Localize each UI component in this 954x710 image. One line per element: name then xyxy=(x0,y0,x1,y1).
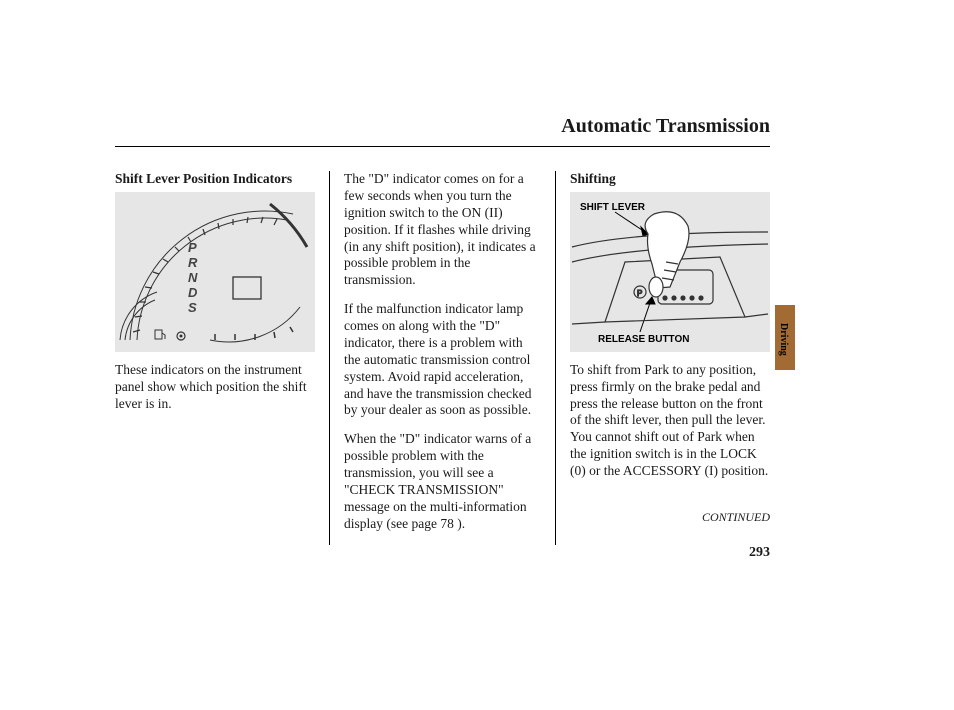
gauge-letter-n: N xyxy=(188,270,198,285)
columns: Shift Lever Position Indicators xyxy=(115,171,770,545)
col2-p1: The "D" indicator comes on for a few sec… xyxy=(344,171,541,289)
gauge-figure: P R N D S xyxy=(115,192,315,352)
col1-caption: These indicators on the instrument panel… xyxy=(115,362,315,413)
column-1: Shift Lever Position Indicators xyxy=(115,171,330,545)
page-title: Automatic Transmission xyxy=(115,115,770,147)
shifter-figure: SHIFT LEVER RELEASE BUTTON xyxy=(570,192,770,352)
col3-p1: To shift from Park to any position, pres… xyxy=(570,362,770,480)
gauge-letter-s: S xyxy=(188,300,197,315)
page-number: 293 xyxy=(749,545,770,561)
label-shift-lever: SHIFT LEVER xyxy=(580,202,646,213)
section-tab-label: Driving xyxy=(778,323,789,356)
col2-p2: If the malfunction indicator lamp comes … xyxy=(344,301,541,419)
column-2: The "D" indicator comes on for a few sec… xyxy=(330,171,556,545)
col2-p3: When the "D" indicator warns of a possib… xyxy=(344,431,541,532)
gauge-letter-d: D xyxy=(188,285,198,300)
page-content: Automatic Transmission Shift Lever Posit… xyxy=(115,115,770,545)
gauge-letter-p: P xyxy=(188,240,197,255)
label-release-button: RELEASE BUTTON xyxy=(598,334,690,345)
gauge-letter-r: R xyxy=(188,255,198,270)
col3-heading: Shifting xyxy=(570,171,770,188)
continued-label: CONTINUED xyxy=(702,510,770,525)
column-3: Shifting SHIFT LEVER RELEASE BUTTON xyxy=(556,171,770,545)
svg-text:P: P xyxy=(637,289,642,298)
col1-heading: Shift Lever Position Indicators xyxy=(115,171,315,188)
